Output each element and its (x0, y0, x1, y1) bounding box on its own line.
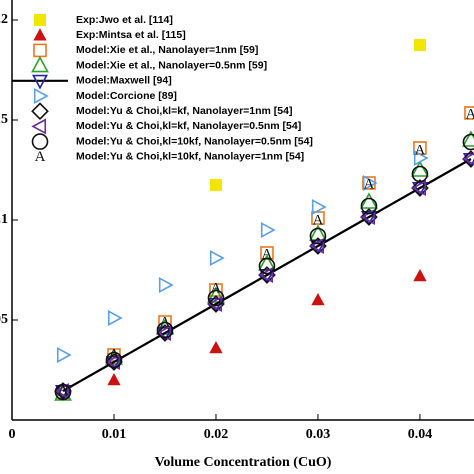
marker: A (313, 212, 324, 228)
marker (461, 130, 474, 147)
marker (311, 211, 325, 225)
legend-marker (33, 43, 47, 58)
legend-marker (31, 118, 47, 135)
marker (462, 152, 474, 168)
legend-marker (31, 102, 49, 121)
marker (260, 222, 276, 238)
legend-marker (32, 74, 48, 90)
marker (209, 179, 222, 191)
marker (54, 384, 71, 400)
legend-marker (31, 55, 49, 73)
marker (105, 355, 122, 371)
marker (54, 383, 72, 401)
marker (413, 39, 426, 51)
marker (411, 181, 428, 197)
marker (360, 210, 377, 226)
marker (413, 269, 427, 282)
marker (258, 267, 274, 283)
x-tick-label: 0 (9, 427, 16, 442)
marker (411, 180, 426, 196)
line (62, 158, 472, 392)
marker (209, 250, 225, 266)
marker (209, 341, 223, 354)
legend-label: Model:Maxwell [94] (76, 75, 172, 87)
marker (156, 326, 173, 342)
x-tick-label: 0.02 (204, 427, 229, 442)
y-tick-label: 1.15 (0, 112, 8, 127)
marker (411, 165, 429, 183)
marker (207, 289, 225, 307)
marker (309, 227, 327, 245)
legend-label: Exp:Mintsa et al. [115] (76, 29, 186, 41)
legend-label: Model:Yu & Choi,kl=10kf, Nanolayer=0.5nm… (76, 135, 313, 147)
marker (107, 373, 121, 386)
marker (462, 150, 474, 168)
marker (413, 150, 429, 166)
legend-label: Model:Xie et al., Nanolayer=1nm [59] (76, 44, 258, 56)
marker (258, 257, 276, 275)
marker: A (466, 106, 474, 122)
marker (105, 354, 121, 370)
marker (54, 383, 70, 399)
marker (411, 160, 429, 177)
marker (156, 325, 172, 341)
marker (311, 293, 325, 306)
legend-marker: A (35, 149, 46, 165)
y-tick-label: 1.2 (0, 12, 8, 27)
marker: A (364, 176, 375, 192)
legend-marker (31, 133, 49, 150)
marker (156, 321, 174, 339)
marker: A (58, 382, 69, 398)
marker: A (160, 314, 171, 330)
x-tick-label: 0.03 (306, 427, 331, 442)
marker (56, 347, 72, 363)
marker (311, 199, 327, 215)
marker (462, 152, 474, 166)
x-tick-label: 0.04 (408, 427, 433, 442)
marker (464, 106, 474, 120)
marker: A (211, 280, 222, 296)
x-tick-label: 0.01 (102, 427, 127, 442)
marker (462, 133, 474, 151)
marker (362, 175, 378, 191)
legend-label: Model:Corcione [89] (76, 90, 177, 102)
marker: A (415, 142, 426, 158)
legend-label: Model:Yu & Choi,kl=kf, Nanolayer=1nm [54… (76, 105, 292, 117)
marker (207, 286, 225, 303)
legend-label: Model:Yu & Choi,kl=kf, Nanolayer=0.5nm [… (76, 120, 301, 132)
legend-marker (33, 88, 49, 104)
legend-label: Model:Yu & Choi,kl=10kf, Nanolayer=1nm [… (76, 151, 304, 163)
marker (158, 277, 174, 293)
legend-label: Model:Xie et al., Nanolayer=0.5nm [59] (76, 59, 267, 71)
y-tick-label: 1.05 (0, 312, 8, 327)
marker (258, 268, 275, 284)
marker: A (109, 346, 120, 362)
marker (309, 239, 326, 255)
marker (360, 192, 378, 209)
marker: A (262, 246, 273, 262)
legend-marker (33, 28, 47, 41)
x-axis-label: Volume Concentration (CuO) (155, 455, 332, 470)
y-tick-label: 1.1 (0, 212, 8, 227)
legend-label: Exp:Jwo et al. [114] (76, 14, 173, 26)
legend-marker (34, 14, 46, 26)
marker (105, 351, 123, 369)
marker (360, 197, 378, 215)
marker (107, 310, 123, 326)
